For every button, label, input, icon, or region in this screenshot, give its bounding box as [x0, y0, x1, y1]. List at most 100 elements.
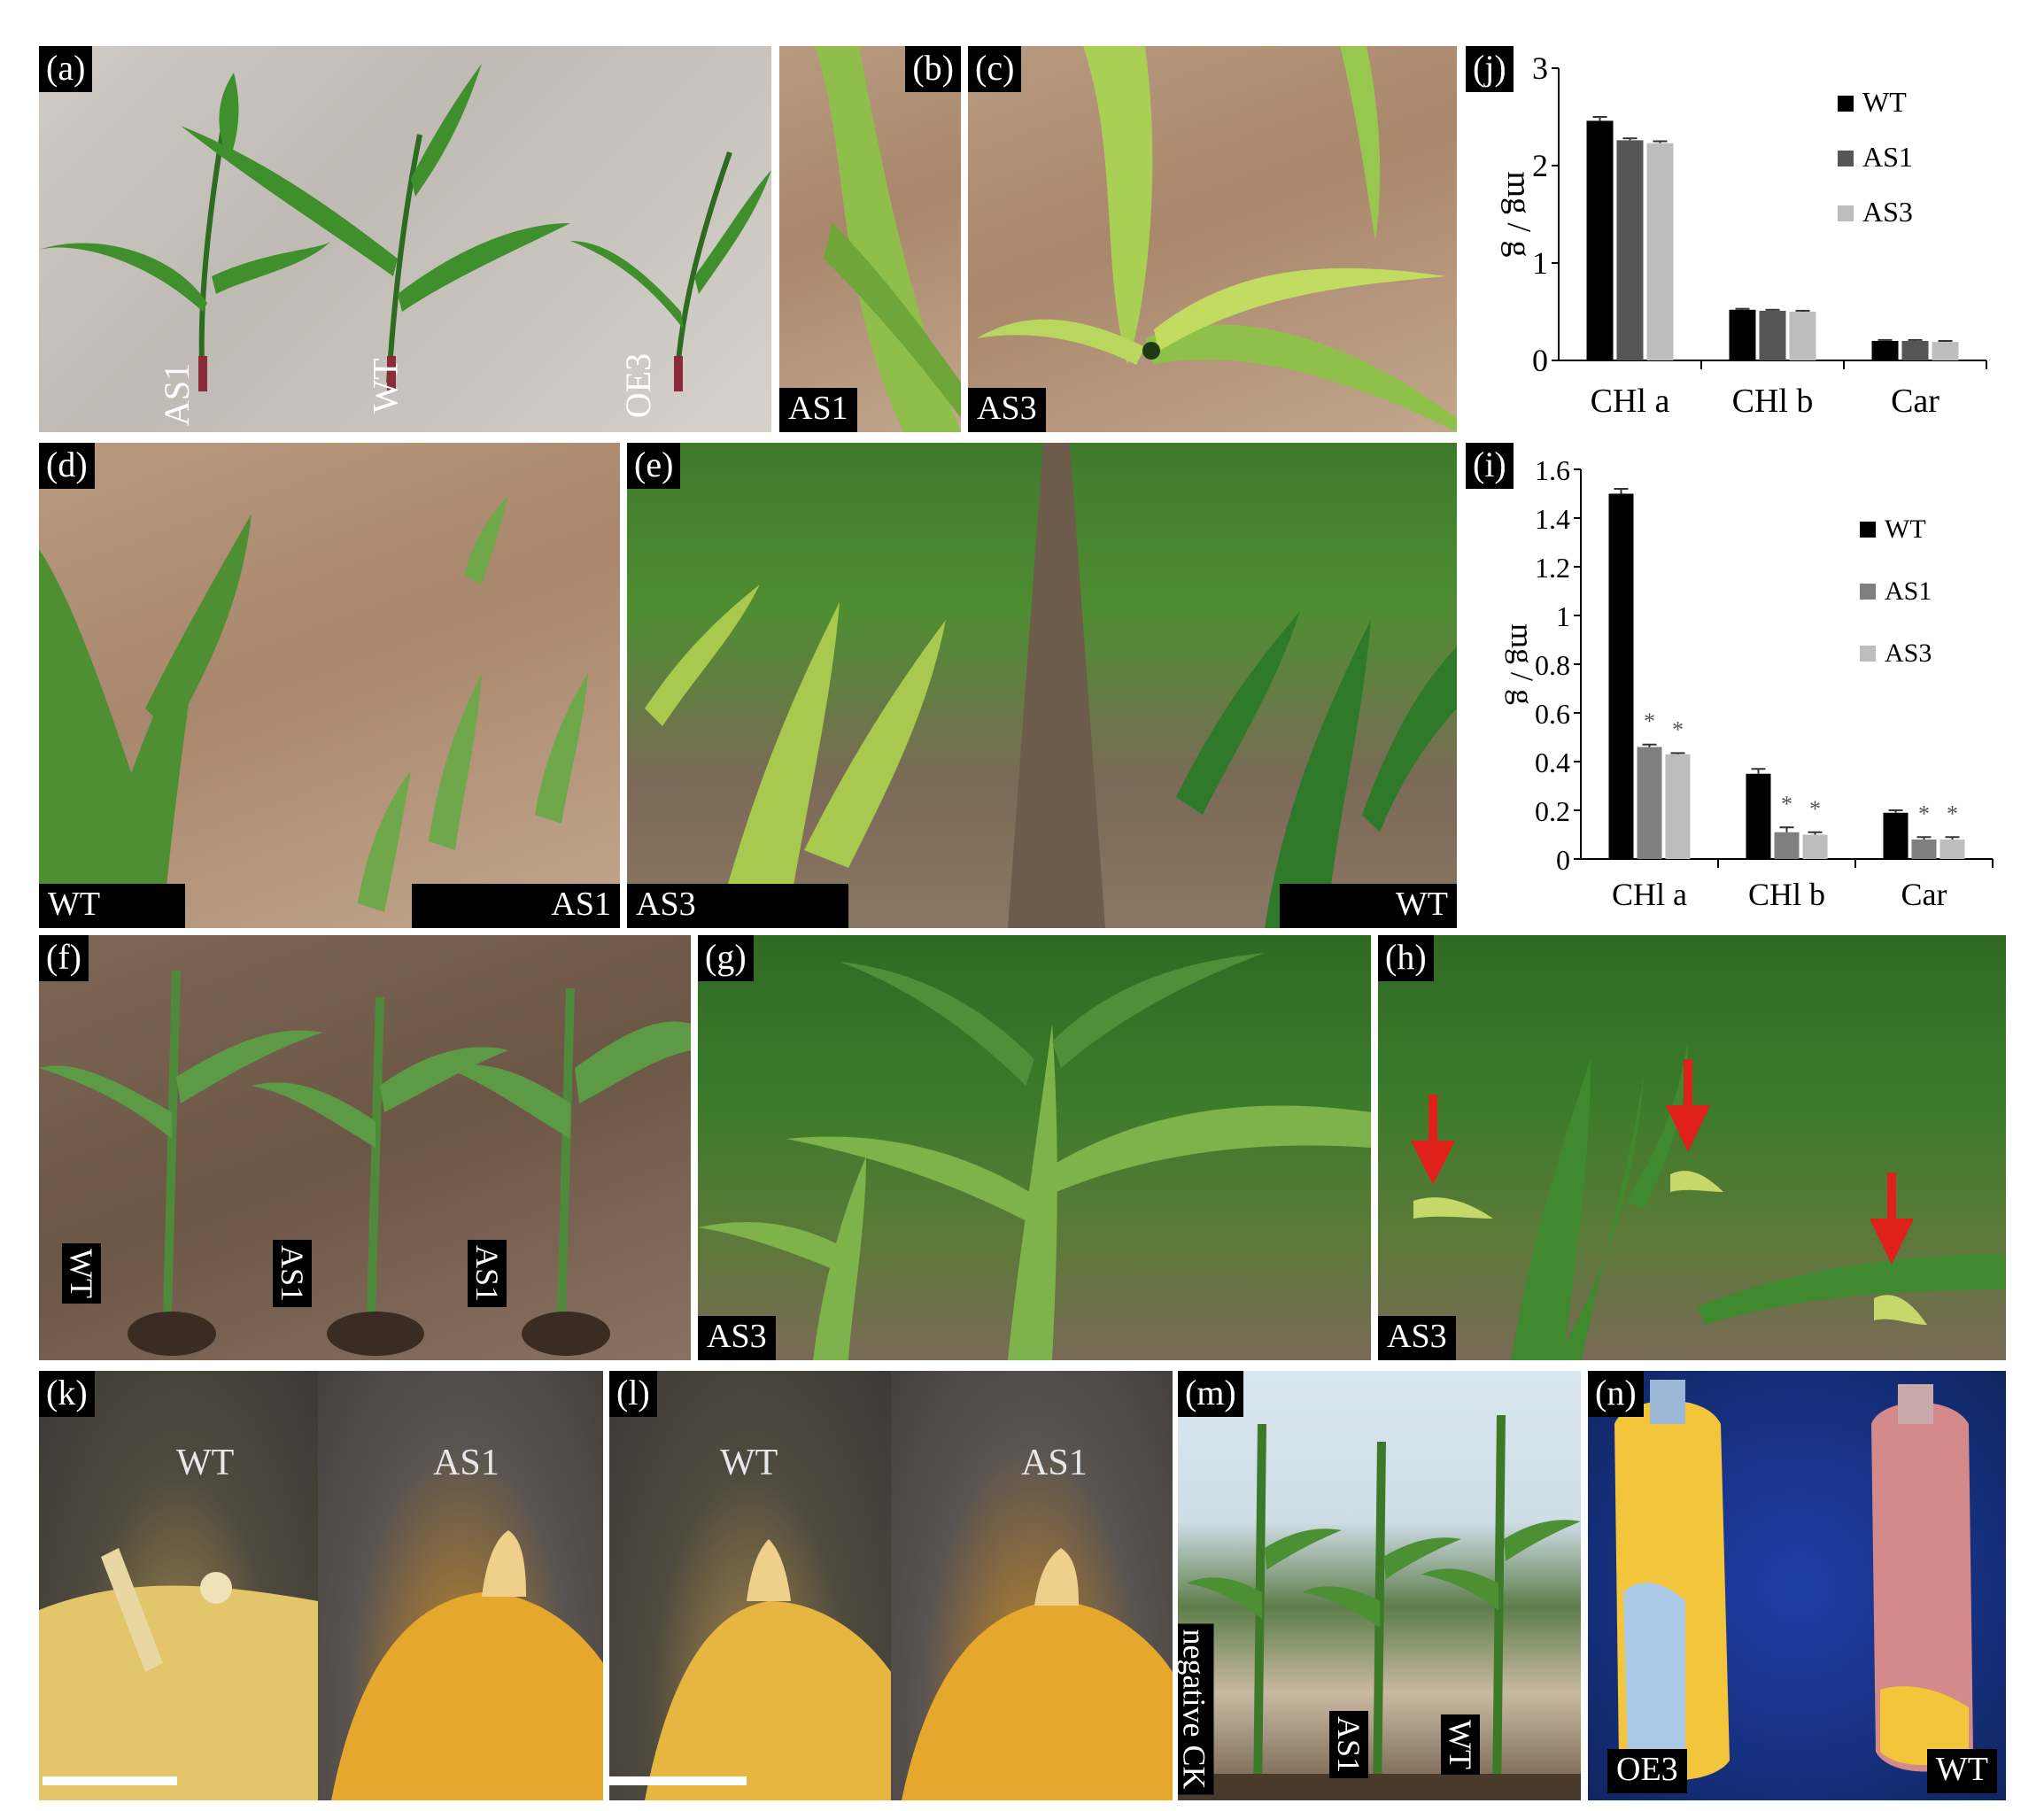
significance-marker: * [1644, 708, 1655, 734]
panel-c-leaf-illustration [977, 46, 1457, 432]
y-tick-label: 0 [1556, 844, 1570, 876]
bar-as1-2 [1901, 341, 1929, 360]
panel-k-letter: (k) [39, 1371, 95, 1417]
y-tick-label: 0 [1532, 343, 1548, 378]
y-axis-label: mg / g [1500, 171, 1537, 257]
panel-m-plants-illustration [1178, 1415, 1581, 1800]
panel-e-tag-wt: WT [1280, 884, 1457, 928]
significance-marker: * [1947, 801, 1958, 826]
panel-l-photo: (l) WT AS1 [609, 1371, 1173, 1800]
legend-swatch-as3 [1838, 205, 1854, 221]
category-label: CHl a [1612, 877, 1687, 912]
panel-b-tag: AS1 [779, 388, 857, 432]
chart-i-svg: 0 0.2 0.4 0.6 0.8 1 1.2 1.4 1.6 mg / g * * CHl a * * CH… [1505, 454, 1994, 912]
bar-as3-0 [1665, 754, 1691, 859]
panel-n-tag-oe3: OE3 [1607, 1749, 1687, 1793]
bar-wt-0 [1586, 120, 1614, 360]
legend-label-as3: AS3 [1862, 196, 1913, 228]
panel-h-arrows [1411, 1059, 1914, 1265]
bar-as1-2 [1911, 840, 1937, 859]
bar-wt-1 [1746, 773, 1771, 859]
panel-g-plants-illustration [698, 953, 1371, 1360]
panel-n-tag-wt: WT [1926, 1749, 1997, 1793]
panel-h-photo: (h) AS3 [1378, 935, 2006, 1360]
y-tick-label: 1 [1532, 245, 1548, 281]
category-label: Car [1901, 877, 1947, 912]
y-tick-label: 1.2 [1535, 552, 1570, 584]
panel-f-label-as1-a: AS1 [273, 1239, 313, 1308]
panel-d-tag-as1: AS1 [412, 884, 620, 928]
y-tick-label: 0.6 [1535, 698, 1570, 730]
bar-wt-2 [1883, 812, 1909, 859]
panel-e-photo: (e) AS3 WT [627, 443, 1457, 928]
y-tick-label: 1 [1556, 600, 1570, 632]
bar-as3-1 [1802, 834, 1828, 859]
panel-a-photo: (a) AS1 WT OE3 [39, 46, 771, 432]
panel-e-letter: (e) [627, 443, 681, 489]
bar-wt-0 [1608, 493, 1634, 859]
panel-k-embryo-illustration [39, 1530, 603, 1800]
panel-d-letter: (d) [39, 443, 95, 489]
panel-c-photo: (c) AS3 [968, 46, 1457, 432]
panel-f-photo: (f) WT AS1 AS1 [39, 935, 691, 1360]
panel-d-tag-wt: WT [39, 884, 185, 928]
bar-as1-0 [1637, 747, 1662, 859]
legend-swatch-as1 [1838, 151, 1854, 166]
significance-marker: * [1781, 791, 1792, 816]
bar-as3-2 [1939, 840, 1965, 859]
significance-marker: * [1918, 801, 1930, 826]
legend-label-as1: AS1 [1885, 577, 1932, 606]
panel-k-photo: (k) WT AS1 [39, 1371, 603, 1800]
y-tick-label: 0.8 [1535, 649, 1570, 681]
panel-m-photo: (m) negative CK AS1 WT [1178, 1371, 1581, 1800]
panel-a-label-as1: AS1 [157, 362, 197, 427]
panel-f-letter: (f) [39, 935, 89, 981]
panel-h-tag: AS3 [1378, 1316, 1456, 1360]
legend-swatch-as3 [1860, 646, 1876, 662]
panel-i-chart: (i) 0 0.2 0.4 0.6 0.8 1 1.2 1.4 1.6 mg / g * * CHl a… [1466, 443, 2006, 928]
significance-marker: * [1809, 796, 1821, 822]
legend-label-wt: WT [1885, 515, 1926, 544]
panel-g-letter: (g) [698, 935, 754, 981]
legend-label-as3: AS3 [1885, 638, 1932, 668]
panel-e-field-illustration [645, 443, 1457, 928]
panel-c-tag: AS3 [968, 388, 1046, 432]
panel-n-letter: (n) [1588, 1371, 1644, 1417]
category-label: CHl b [1748, 877, 1825, 912]
y-tick-label: 1.6 [1535, 454, 1570, 486]
y-axis-label: mg / g [1505, 623, 1540, 705]
panel-g-tag: AS3 [698, 1316, 776, 1360]
category-label: CHl b [1732, 383, 1814, 420]
bar-as1-1 [1774, 832, 1800, 859]
legend-label-wt: WT [1862, 86, 1907, 118]
category-label: Car [1891, 383, 1939, 420]
panel-l-label-wt: WT [720, 1443, 778, 1483]
bar-as1-0 [1616, 140, 1644, 360]
panel-m-label-wt: WT [1440, 1714, 1480, 1775]
panel-f-plants-illustration [39, 971, 691, 1356]
panel-f-label-wt: WT [61, 1243, 101, 1304]
panel-l-embryo-illustration [645, 1539, 1173, 1800]
bar-as3-2 [1932, 342, 1959, 360]
panel-b-letter: (b) [905, 46, 961, 92]
bar-wt-2 [1871, 341, 1899, 360]
panel-k-label-as1: AS1 [433, 1443, 499, 1483]
panel-l-letter: (l) [609, 1371, 657, 1417]
panel-h-letter: (h) [1378, 935, 1434, 981]
panel-l-scale-bar [609, 1776, 747, 1785]
panel-k-scale-bar [43, 1776, 177, 1785]
panel-n-ears-illustration [1614, 1380, 1973, 1781]
panel-a-label-wt: WT [365, 358, 406, 414]
panel-j-chart: (j) 0 1 2 3 mg / g CHl a CHl b Car WT AS1 AS3 [1466, 46, 2006, 432]
panel-n-photo: (n) OE3 WT [1588, 1371, 2006, 1800]
panel-f-label-as1-b: AS1 [468, 1239, 507, 1308]
y-tick-label: 0.4 [1535, 747, 1570, 778]
panel-d-photo: (d) WT AS1 [39, 443, 620, 928]
panel-k-label-wt: WT [176, 1443, 235, 1483]
bar-as3-1 [1789, 312, 1816, 360]
category-label: CHl a [1591, 383, 1670, 420]
y-tick-label: 1.4 [1535, 503, 1570, 535]
panel-a-seedlings-illustration [39, 64, 771, 391]
panel-j-letter: (j) [1466, 46, 1514, 92]
legend-swatch-as1 [1860, 584, 1876, 600]
